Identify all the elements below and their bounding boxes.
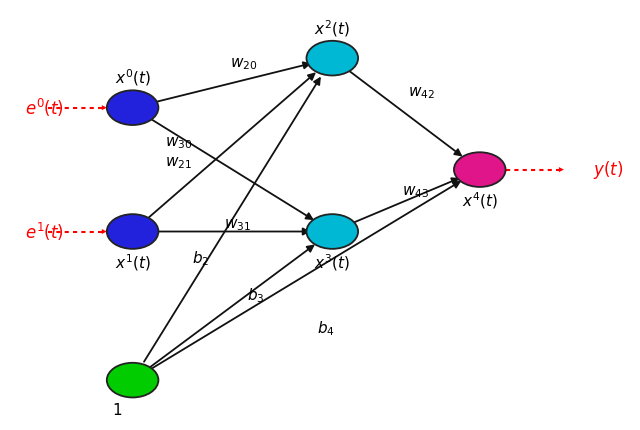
Circle shape xyxy=(107,90,159,125)
Text: $b_2$: $b_2$ xyxy=(191,249,209,268)
Circle shape xyxy=(454,152,506,187)
Text: $b_4$: $b_4$ xyxy=(317,319,335,338)
Text: $w_{42}$: $w_{42}$ xyxy=(408,86,435,101)
Circle shape xyxy=(307,214,358,249)
Text: $x^1(t)$: $x^1(t)$ xyxy=(115,252,150,273)
Text: $w_{30}$: $w_{30}$ xyxy=(165,135,193,150)
Text: $b_3$: $b_3$ xyxy=(246,286,264,305)
Text: $x^4(t)$: $x^4(t)$ xyxy=(462,190,498,211)
Circle shape xyxy=(107,363,159,397)
Text: $w_{31}$: $w_{31}$ xyxy=(223,218,250,233)
Text: $e^0(t)$: $e^0(t)$ xyxy=(25,97,64,119)
Text: $w_{20}$: $w_{20}$ xyxy=(230,56,257,72)
Text: $x^3(t)$: $x^3(t)$ xyxy=(314,252,350,273)
Text: $e^1(t)$: $e^1(t)$ xyxy=(25,221,64,243)
Text: $x^0(t)$: $x^0(t)$ xyxy=(115,68,150,88)
Text: $1$: $1$ xyxy=(112,402,122,418)
Circle shape xyxy=(307,41,358,76)
Text: $w_{21}$: $w_{21}$ xyxy=(165,156,192,171)
Text: $x^2(t)$: $x^2(t)$ xyxy=(314,18,350,39)
Text: $y(t)$: $y(t)$ xyxy=(593,159,624,181)
Text: $w_{43}$: $w_{43}$ xyxy=(402,184,429,200)
Circle shape xyxy=(107,214,159,249)
